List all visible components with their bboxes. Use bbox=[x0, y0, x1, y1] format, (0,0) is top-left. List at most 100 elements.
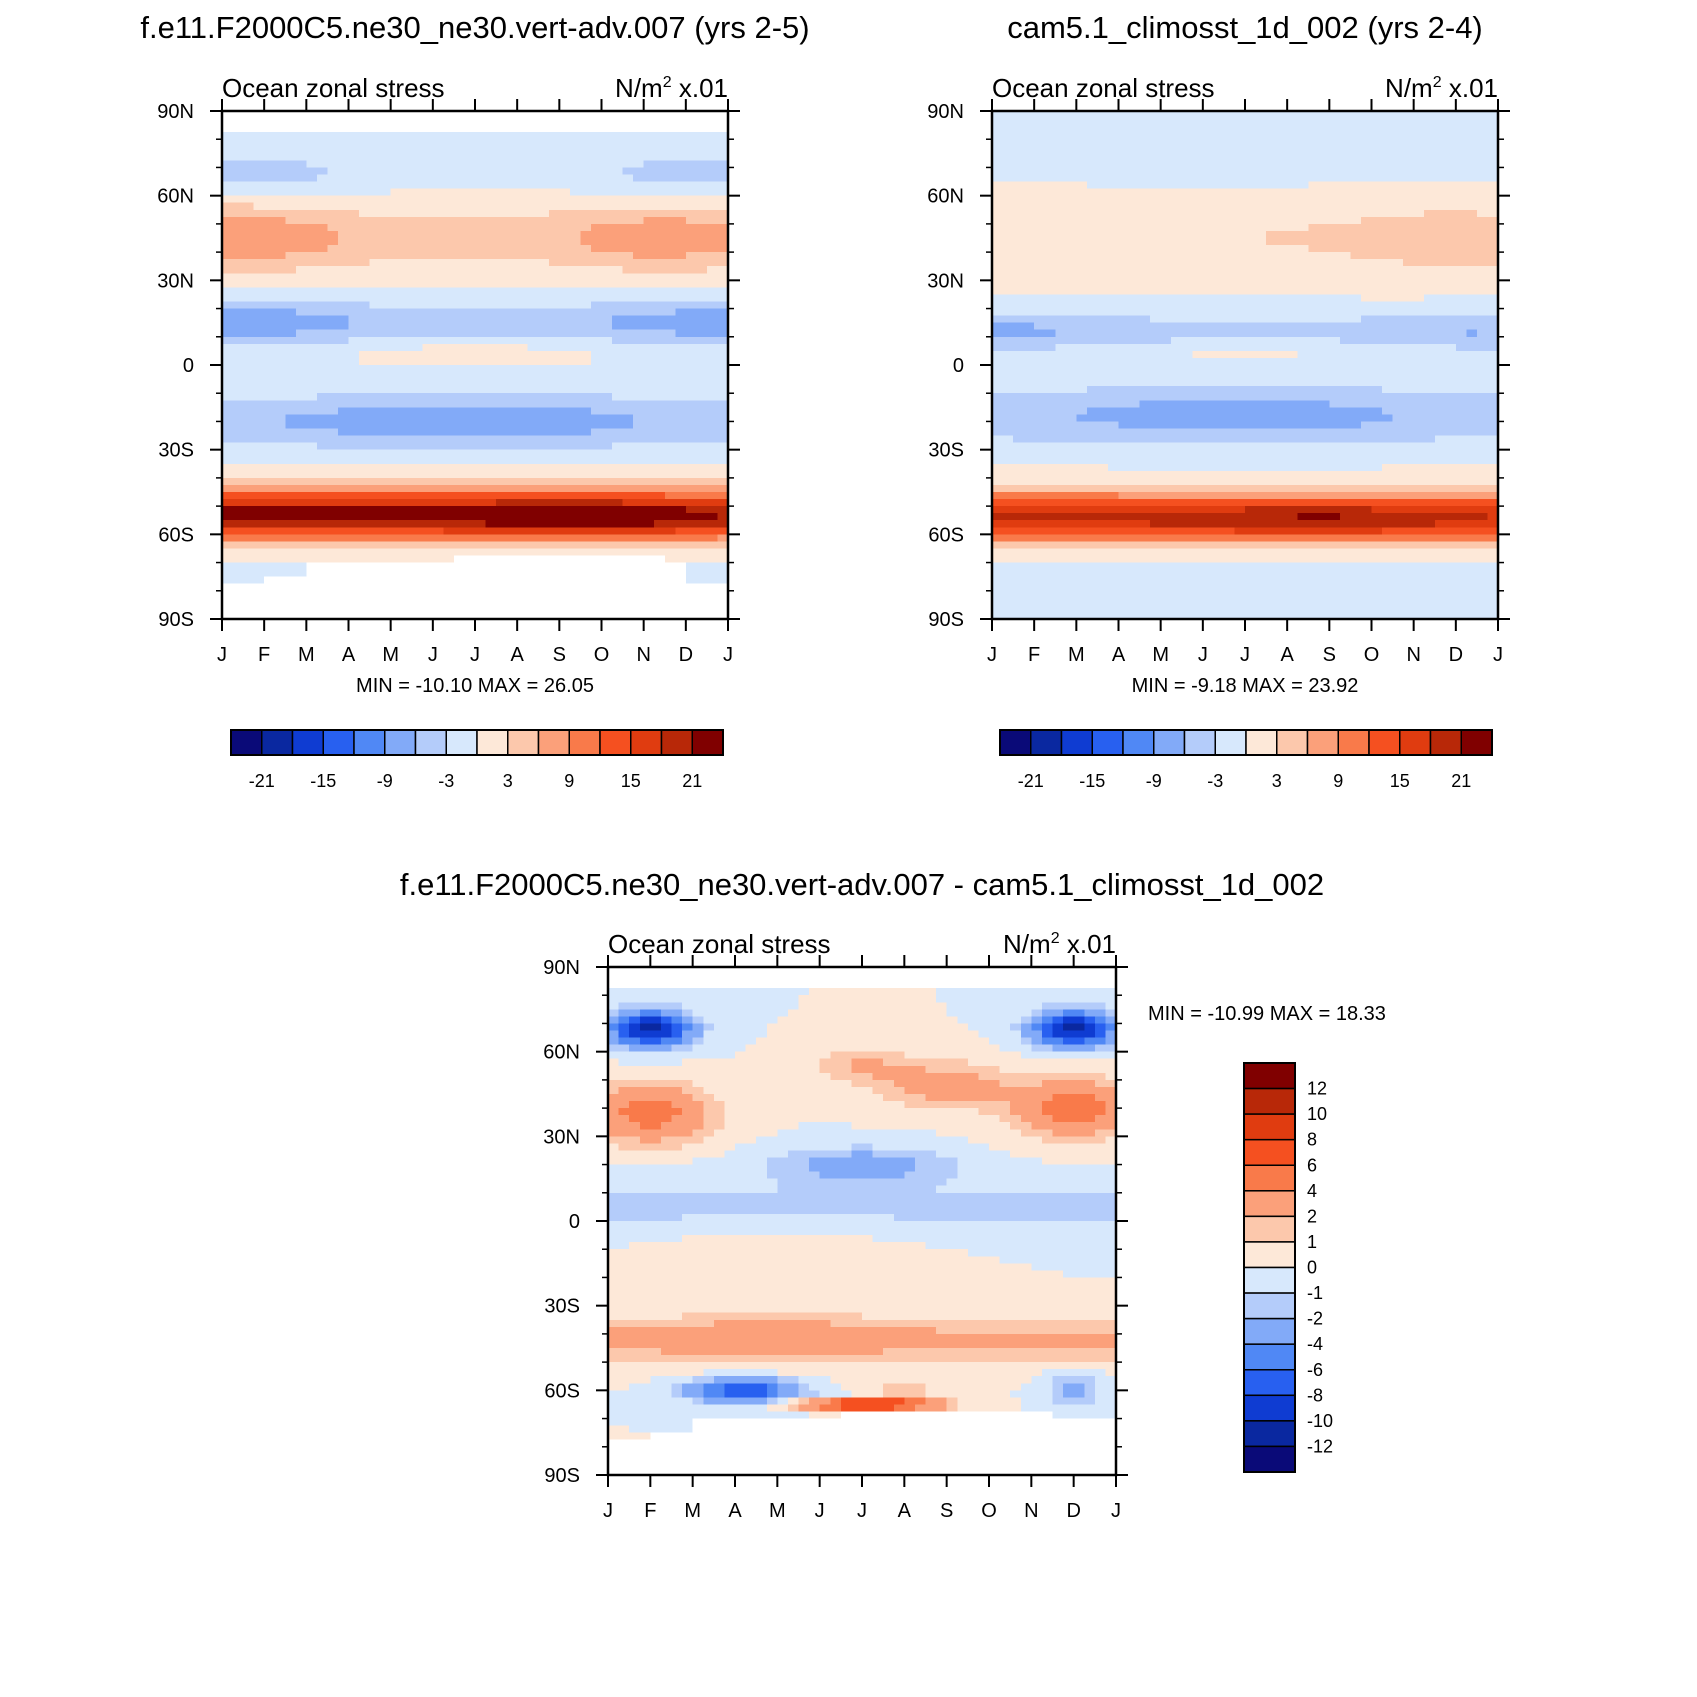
field-cell bbox=[675, 456, 687, 465]
field-cell bbox=[601, 357, 613, 366]
field-cell bbox=[717, 597, 729, 606]
field-cell bbox=[411, 146, 423, 154]
field-cell bbox=[622, 223, 634, 232]
field-cell bbox=[327, 484, 339, 493]
field-cell bbox=[285, 315, 297, 324]
field-cell bbox=[612, 259, 624, 267]
field-cell bbox=[1044, 513, 1056, 521]
field-cell bbox=[590, 393, 603, 401]
field-cell bbox=[422, 181, 434, 190]
field-cell bbox=[295, 576, 307, 585]
field-cell bbox=[1129, 132, 1141, 140]
field-cell bbox=[1160, 273, 1172, 281]
field-cell bbox=[506, 174, 518, 183]
field-cell bbox=[232, 188, 244, 197]
field-cell bbox=[675, 470, 687, 479]
field-cell bbox=[295, 428, 307, 437]
field-cell bbox=[253, 287, 265, 296]
field-cell bbox=[1129, 541, 1141, 550]
field-cell bbox=[590, 414, 603, 423]
field-cell bbox=[1055, 308, 1067, 317]
field-cell bbox=[685, 357, 697, 366]
field-cell bbox=[717, 379, 729, 387]
field-cell bbox=[1097, 350, 1109, 359]
field-cell bbox=[1013, 280, 1025, 288]
field-cell bbox=[369, 492, 381, 500]
field-cell bbox=[654, 435, 666, 444]
field-cell bbox=[590, 513, 603, 521]
field-cell bbox=[1150, 386, 1162, 394]
field-cell bbox=[706, 435, 719, 444]
field-cell bbox=[243, 379, 255, 387]
field-cell bbox=[590, 400, 603, 408]
field-cell bbox=[1076, 357, 1088, 366]
field-cell bbox=[1097, 520, 1109, 528]
field-cell bbox=[274, 216, 286, 225]
field-cell bbox=[654, 195, 666, 204]
field-cell bbox=[411, 435, 423, 444]
field-cell bbox=[1002, 449, 1014, 458]
field-cell bbox=[1192, 604, 1204, 613]
field-cell bbox=[464, 386, 476, 394]
field-cell bbox=[1097, 393, 1109, 401]
field-cell bbox=[306, 590, 318, 599]
field-cell bbox=[432, 125, 444, 133]
field-cell bbox=[1181, 365, 1193, 373]
field-cell bbox=[485, 329, 497, 338]
field-cell bbox=[496, 407, 508, 415]
field-cell bbox=[390, 456, 402, 465]
field-cell bbox=[485, 520, 497, 528]
field-cell bbox=[432, 287, 444, 296]
field-cell bbox=[359, 379, 371, 387]
field-cell bbox=[380, 484, 392, 493]
field-cell bbox=[1202, 146, 1214, 154]
field-cell bbox=[285, 195, 297, 204]
field-cell bbox=[1192, 407, 1204, 415]
x-tick-label: S bbox=[553, 644, 566, 666]
field-cell bbox=[496, 386, 508, 394]
field-cell bbox=[675, 527, 687, 535]
field-cell bbox=[401, 562, 413, 571]
field-cell bbox=[475, 463, 487, 472]
field-cell bbox=[1097, 456, 1109, 465]
field-cell bbox=[1065, 322, 1077, 331]
field-cell bbox=[506, 534, 518, 542]
field-cell bbox=[1192, 541, 1204, 550]
field-cell bbox=[664, 336, 676, 345]
field-cell bbox=[580, 428, 592, 437]
field-cell bbox=[580, 245, 592, 253]
field-cell bbox=[517, 562, 529, 571]
field-cell bbox=[517, 555, 529, 564]
field-cell bbox=[316, 513, 329, 521]
field-cell bbox=[675, 520, 687, 528]
field-cell bbox=[316, 280, 329, 288]
field-cell bbox=[253, 576, 265, 585]
field-cell bbox=[253, 597, 265, 606]
field-cell bbox=[717, 245, 729, 253]
field-cell bbox=[316, 209, 329, 218]
field-cell bbox=[675, 435, 687, 444]
field-cell bbox=[1171, 280, 1183, 288]
field-cell bbox=[1139, 597, 1151, 606]
field-cell bbox=[243, 202, 255, 211]
field-cell bbox=[1034, 590, 1046, 599]
field-cell bbox=[1076, 139, 1088, 147]
field-cell bbox=[243, 118, 255, 126]
field-cell bbox=[1097, 111, 1109, 119]
field-cell bbox=[359, 343, 371, 352]
field-cell bbox=[1013, 266, 1025, 274]
field-cell bbox=[590, 287, 603, 296]
field-cell bbox=[1181, 195, 1193, 204]
field-cell bbox=[1023, 604, 1035, 613]
field-cell bbox=[496, 555, 508, 564]
field-cell bbox=[380, 372, 392, 380]
field-cell bbox=[601, 576, 613, 585]
field-cell bbox=[696, 315, 708, 324]
field-cell bbox=[1002, 470, 1014, 479]
field-cell bbox=[696, 597, 708, 606]
field-cell bbox=[243, 470, 255, 479]
field-cell bbox=[569, 181, 582, 190]
field-cell bbox=[348, 111, 360, 119]
field-cell bbox=[232, 308, 244, 317]
